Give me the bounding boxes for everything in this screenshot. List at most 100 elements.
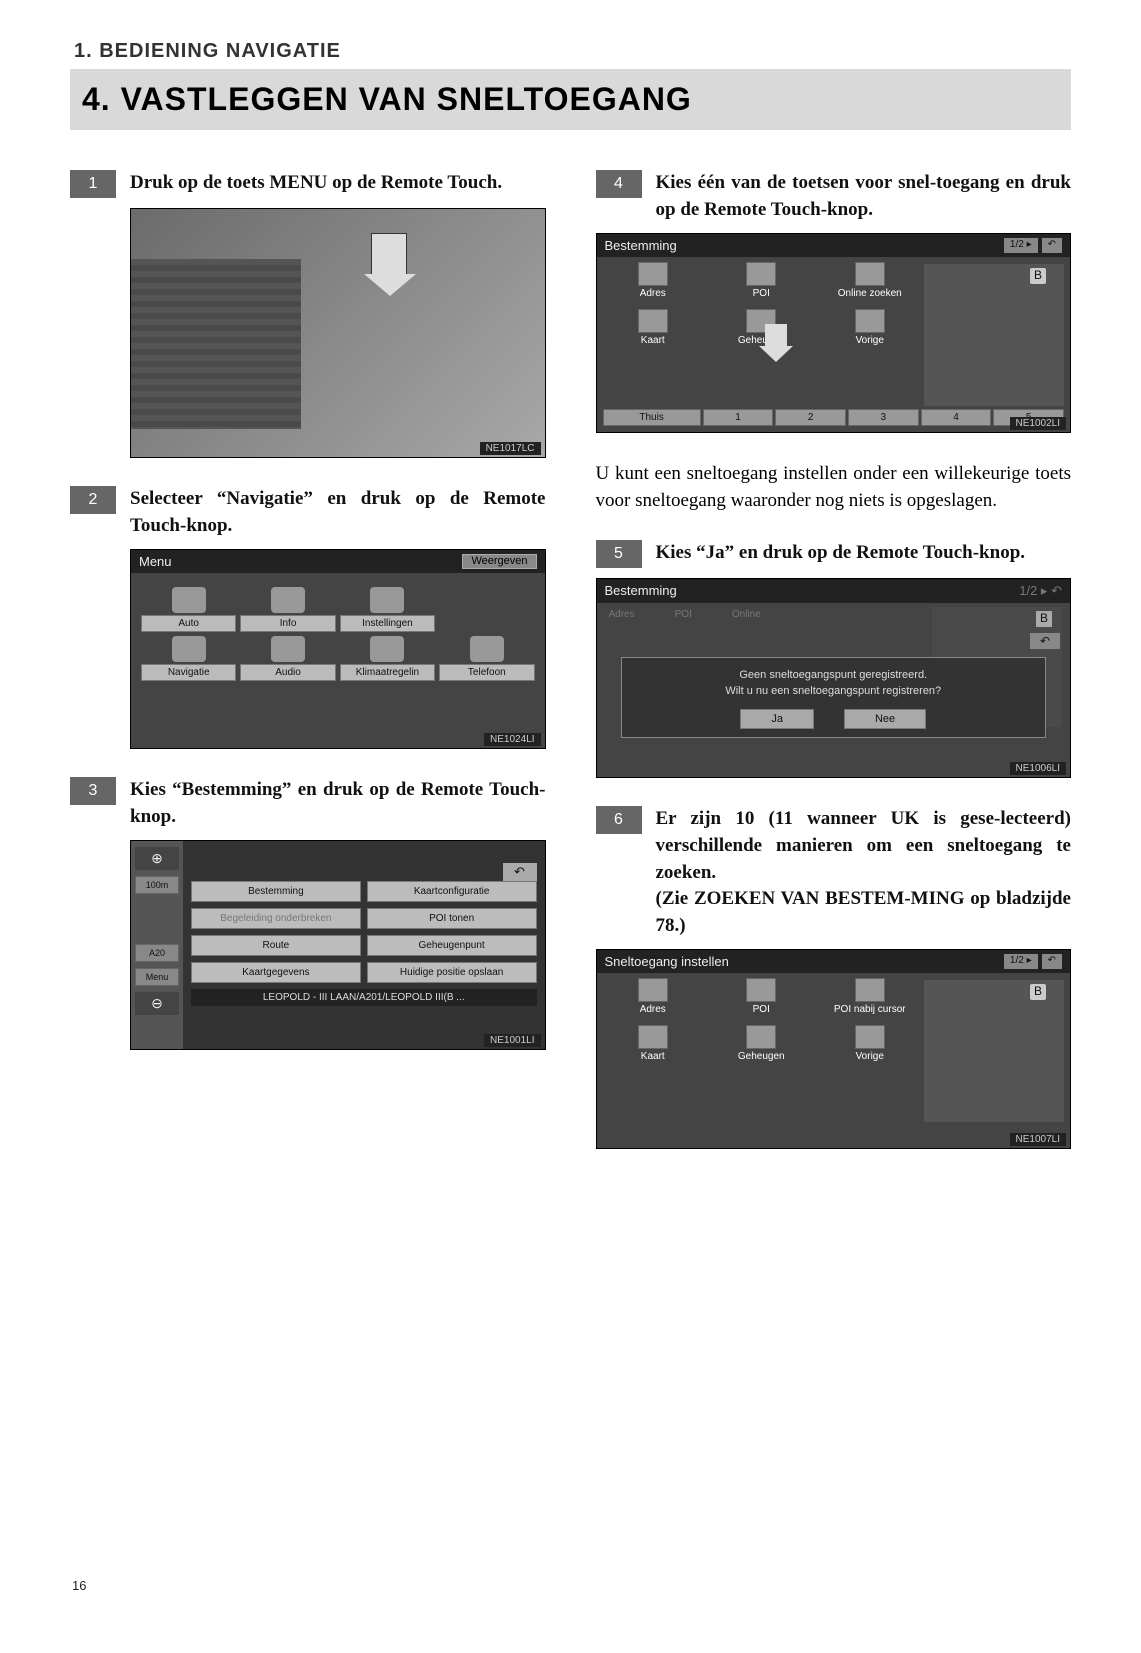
dim-online: Online	[732, 609, 761, 620]
scale-label[interactable]: 100m	[135, 876, 179, 894]
compass-icon[interactable]: ⊕	[135, 847, 179, 870]
europe-map[interactable]	[924, 264, 1064, 406]
step-text: Er zijn 10 (11 wanneer UK is gese-lectee…	[656, 806, 1072, 939]
nav-options: Bestemming Kaartconfiguratie Begeleiding …	[183, 841, 545, 1012]
online-icon	[855, 262, 885, 286]
step-2: 2 Selecteer “Navigatie” en druk op de Re…	[70, 486, 546, 539]
quick-access-row: Thuis 1 2 3 4 5	[603, 409, 1065, 426]
left-column: 1 Druk op de toets MENU op de Remote Tou…	[70, 170, 546, 1177]
nav-btn-mapconfig[interactable]: Kaartconfiguratie	[367, 881, 537, 902]
step-3: 3 Kies “Bestemming” en druk op de Remote…	[70, 777, 546, 830]
dimmed-options: Adres POI Online	[609, 609, 921, 620]
menu-icon-grid: Auto Info Instellingen Navigatie Audio K…	[131, 573, 545, 687]
step-number: 5	[596, 540, 642, 568]
screen-header: Sneltoegang instellen 1/2 ▸ ↶	[597, 950, 1071, 973]
screen-title: Menu	[139, 554, 172, 569]
image-id-label: NE1001LI	[484, 1034, 540, 1047]
quick-1[interactable]: 1	[703, 409, 774, 426]
menu-item-phone[interactable]: Telefoon	[439, 664, 534, 681]
content-columns: 1 Druk op de toets MENU op de Remote Tou…	[70, 170, 1071, 1177]
gear-icon	[370, 587, 404, 613]
section-label: 1. BEDIENING NAVIGATIE	[70, 40, 1071, 63]
display-button[interactable]: Weergeven	[462, 554, 536, 569]
page-indicator[interactable]: 1/2 ▸	[1004, 238, 1038, 253]
previous-icon	[855, 309, 885, 333]
dest-btn-online[interactable]: Online zoeken	[838, 288, 902, 299]
image-id-label: NE1024LI	[484, 733, 540, 746]
menu-item-info[interactable]: Info	[240, 615, 335, 632]
quickaccess-options: Adres POI POI nabij cursor Kaart Geheuge…	[603, 978, 921, 1072]
qa-btn-memory[interactable]: Geheugen	[738, 1051, 785, 1062]
image-id-label: NE1017LC	[480, 442, 541, 455]
map-sidebar: ⊕ 100m A20 Menu ⊖	[131, 841, 183, 1049]
quick-home[interactable]: Thuis	[603, 409, 701, 426]
step-text: Kies “Ja” en druk op de Remote Touch-kno…	[656, 540, 1072, 567]
location-footer: LEOPOLD - III LAAN/A201/LEOPOLD III(B ..…	[191, 989, 537, 1006]
menu-item-audio[interactable]: Audio	[240, 664, 335, 681]
map-icon	[638, 309, 668, 333]
back-button: ↶	[1051, 583, 1062, 598]
quick-2[interactable]: 2	[775, 409, 846, 426]
dest-options: Adres POI Online zoeken Kaart Geheugen V…	[603, 262, 921, 356]
page-indicator[interactable]: 1/2 ▸	[1004, 954, 1038, 969]
screen-header: Bestemming 1/2 ▸ ↶	[597, 579, 1071, 603]
page-number: 16	[72, 1578, 86, 1593]
zoom-out-icon[interactable]: ⊖	[135, 992, 179, 1015]
quick-3[interactable]: 3	[848, 409, 919, 426]
step-text: Druk op de toets MENU op de Remote Touch…	[130, 170, 546, 197]
back-button[interactable]: ↶	[503, 863, 537, 881]
nav-btn-mapdata[interactable]: Kaartgegevens	[191, 962, 361, 983]
screenshot-nav-menu: ⊕ 100m A20 Menu ⊖ ↶ Bestemming Kaartconfi…	[130, 840, 546, 1050]
menu-button[interactable]: Menu	[135, 968, 179, 986]
menu-item-nav[interactable]: Navigatie	[141, 664, 236, 681]
qa-btn-previous[interactable]: Vorige	[856, 1051, 884, 1062]
screenshot-menu: Menu Weergeven Auto Info Instellingen Na…	[130, 549, 546, 749]
nav-btn-destination[interactable]: Bestemming	[191, 881, 361, 902]
road-label[interactable]: A20	[135, 944, 179, 962]
register-dialog: Geen sneltoegangspunt geregistreerd. Wil…	[621, 657, 1047, 738]
screenshot-remote-touch: NE1017LC	[130, 208, 546, 458]
step-number: 6	[596, 806, 642, 834]
europe-map[interactable]	[924, 980, 1064, 1122]
dialog-message: Geen sneltoegangspunt geregistreerd. Wil…	[630, 668, 1038, 699]
step-4: 4 Kies één van de toetsen voor snel-toeg…	[596, 170, 1072, 223]
back-button[interactable]: ↶	[1042, 238, 1062, 253]
nav-btn-route[interactable]: Route	[191, 935, 361, 956]
nav-btn-poi[interactable]: POI tonen	[367, 908, 537, 929]
nav-btn-memory[interactable]: Geheugenpunt	[367, 935, 537, 956]
qa-btn-address[interactable]: Adres	[640, 1004, 666, 1015]
page-header: 1. BEDIENING NAVIGATIE 4. VASTLEGGEN VAN…	[70, 40, 1071, 130]
dest-btn-map[interactable]: Kaart	[641, 335, 665, 346]
compass-icon	[172, 636, 206, 662]
step-text: Kies “Bestemming” en druk op de Remote T…	[130, 777, 546, 830]
arrow-down-icon	[765, 324, 787, 348]
map-b-icon: B	[1036, 611, 1052, 627]
screen-title: Bestemming	[605, 238, 677, 253]
dest-btn-previous[interactable]: Vorige	[856, 335, 884, 346]
dim-address: Adres	[609, 609, 635, 620]
back-button[interactable]: ↶	[1042, 954, 1062, 969]
nav-btn-pause[interactable]: Begeleiding onderbreken	[191, 908, 361, 929]
screen-title: Bestemming	[605, 583, 677, 599]
qa-btn-poi-cursor[interactable]: POI nabij cursor	[834, 1004, 906, 1015]
poi-cursor-icon	[855, 978, 885, 1002]
music-icon	[271, 636, 305, 662]
title-bar: 4. VASTLEGGEN VAN SNELTOEGANG	[70, 69, 1071, 130]
menu-item-auto[interactable]: Auto	[141, 615, 236, 632]
dashboard-graphic	[131, 259, 301, 429]
screen-header: Menu Weergeven	[131, 550, 545, 573]
nav-btn-savepos[interactable]: Huidige positie opslaan	[367, 962, 537, 983]
dialog-no-button[interactable]: Nee	[844, 709, 926, 729]
step-number: 2	[70, 486, 116, 514]
qa-btn-poi[interactable]: POI	[753, 1004, 770, 1015]
dest-btn-poi[interactable]: POI	[753, 288, 770, 299]
menu-item-climate[interactable]: Klimaatregelin	[340, 664, 435, 681]
dest-btn-address[interactable]: Adres	[640, 288, 666, 299]
dialog-back-button[interactable]: ↶	[1030, 633, 1060, 649]
step-6: 6 Er zijn 10 (11 wanneer UK is gese-lect…	[596, 806, 1072, 939]
quick-4[interactable]: 4	[921, 409, 992, 426]
menu-item-settings[interactable]: Instellingen	[340, 615, 435, 632]
dialog-yes-button[interactable]: Ja	[740, 709, 814, 729]
step-1: 1 Druk op de toets MENU op de Remote Tou…	[70, 170, 546, 198]
qa-btn-map[interactable]: Kaart	[641, 1051, 665, 1062]
